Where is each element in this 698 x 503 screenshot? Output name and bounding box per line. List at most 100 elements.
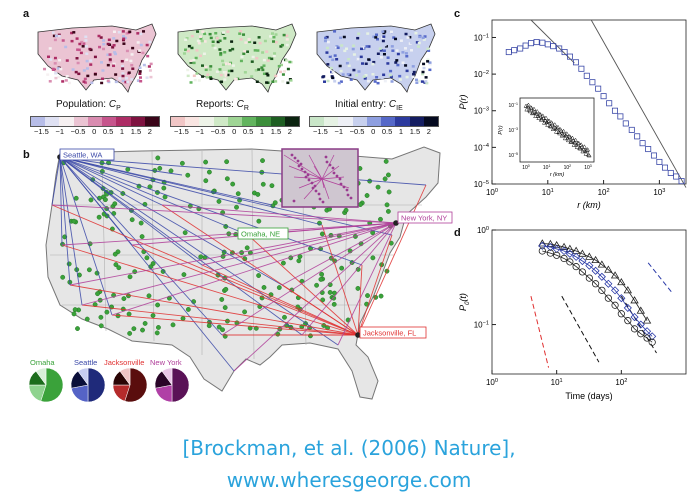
city-dot [113,262,119,268]
c-data-point [600,93,607,100]
city-dot [314,282,319,288]
d-ytick: 100 [477,226,489,235]
city-dot [170,322,176,328]
city-dot [154,330,160,336]
d-data-point [604,279,613,288]
city-dot [156,325,161,330]
d-data-point [591,280,600,288]
flow-line-seattle [59,156,71,286]
map-1 [32,20,158,94]
c-ylabel: P(r) [458,95,468,110]
pie-legend: Omaha Seattle Jacksonville New York [28,358,190,403]
city-dot [269,183,275,189]
flow-line-seattle [59,156,363,266]
flow-line-seattle [59,156,63,246]
d-data-point [617,294,626,303]
d-data-point [636,306,645,314]
d-data-point [552,240,561,249]
city-dot [343,207,349,213]
city-dot [216,324,222,330]
flow-line-new-york [221,222,397,336]
d-data-point [559,246,569,256]
city-dot [168,168,174,174]
d-data-point [566,258,574,266]
city-dot [86,267,92,273]
city-dot [331,301,337,307]
colorbar-3 [309,116,439,127]
label-seattle: Seattle, WA [59,148,115,161]
city-dot [71,218,77,224]
flow-lines [51,154,427,372]
city-dot [219,297,225,302]
svg-text:102: 102 [564,164,572,171]
c-data-point [578,65,585,72]
flow-line-seattle [59,156,223,336]
map-title-3: Initial entry: CIE [335,99,403,112]
d-data-point [585,274,593,282]
city-dot [71,311,77,317]
city-dot [185,307,191,312]
c-data-point [539,39,546,46]
city-dot [318,276,324,282]
c-data-point [527,40,534,47]
c-data-point [606,100,613,107]
d-data-point [617,277,626,286]
d-data-point [636,320,645,329]
d-xlabel: Time (days) [565,391,612,401]
d-data-point [637,330,645,338]
flow-line-new-york [69,222,397,286]
flow-line-new-york [161,204,397,224]
city-dot [383,158,389,164]
pie-omaha [28,367,64,403]
flow-line-seattle [59,156,203,266]
city-dot [382,176,388,182]
city-dot [161,185,167,191]
c-data-point [544,41,551,48]
citation-reference: [Brockman, et al. (2006) Nature], [182,436,516,460]
city-dot [203,178,209,184]
flow-line-jacksonville [357,184,427,336]
pie-label-jacksonville: Jacksonville [104,358,144,367]
city-dot [282,314,287,320]
hub-marker [393,220,399,226]
city-dot [129,217,135,223]
city-dot [234,204,239,210]
city-dot [112,201,118,207]
c-data-point [622,120,629,127]
city-dot [88,197,94,203]
c-data-point [634,133,641,140]
city-dot [296,258,302,264]
d-data-point [623,286,633,294]
svg-text:P(r): P(r) [498,125,504,134]
city-dot [103,197,108,203]
city-dot [370,255,376,261]
citation-website[interactable]: www.wheresgeorge.com [226,468,472,492]
c-data-point [661,164,668,171]
c-data-point [572,59,579,66]
pie-label-omaha: Omaha [30,358,55,367]
city-dot [206,169,212,175]
c-xtick: 102 [598,188,610,197]
city-dot [384,202,390,208]
d-data-point [553,251,561,259]
panel-label-a: a [23,8,30,20]
city-dot [112,251,118,257]
city-dot [320,297,326,303]
city-dot [116,265,122,271]
city-dot [138,220,144,226]
city-dot [308,333,313,339]
flow-line-new-york [337,222,397,346]
c-data-point [656,158,663,165]
d-data-point [630,313,639,322]
flow-line-seattle [59,156,163,206]
c-data-point [589,79,596,86]
flow-line-new-york [233,222,397,372]
c-data-point [650,152,657,159]
d-data-point [585,261,594,270]
city-dot [146,293,152,299]
city-dot [139,234,145,239]
pie-new-york [154,367,190,403]
c-ytick: 10−3 [474,107,489,116]
flow-line-seattle [59,156,113,316]
panel-c-chart: 100 101 102 103 10−1 10−2 10−3 10−4 10−5 r (km) P(… [458,19,687,210]
